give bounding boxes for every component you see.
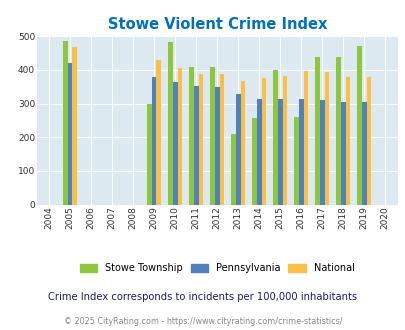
- Bar: [235, 94, 240, 205]
- Bar: [273, 70, 277, 205]
- Legend: Stowe Township, Pennsylvania, National: Stowe Township, Pennsylvania, National: [80, 263, 354, 273]
- Bar: [261, 78, 266, 205]
- Bar: [356, 46, 361, 205]
- Text: Crime Index corresponds to incidents per 100,000 inhabitants: Crime Index corresponds to incidents per…: [48, 292, 357, 302]
- Bar: [324, 72, 328, 205]
- Bar: [177, 68, 182, 205]
- Bar: [303, 71, 307, 205]
- Bar: [361, 102, 366, 205]
- Bar: [294, 117, 298, 205]
- Bar: [345, 77, 350, 205]
- Title: Stowe Violent Crime Index: Stowe Violent Crime Index: [107, 17, 326, 32]
- Bar: [340, 102, 345, 205]
- Bar: [231, 134, 235, 205]
- Bar: [189, 67, 194, 205]
- Bar: [219, 74, 224, 205]
- Bar: [252, 118, 256, 205]
- Bar: [63, 41, 68, 205]
- Bar: [68, 63, 72, 205]
- Bar: [147, 104, 151, 205]
- Bar: [366, 77, 370, 205]
- Bar: [240, 81, 245, 205]
- Bar: [198, 74, 202, 205]
- Bar: [214, 87, 219, 205]
- Bar: [194, 86, 198, 205]
- Bar: [282, 76, 286, 205]
- Bar: [298, 99, 303, 205]
- Bar: [277, 99, 282, 205]
- Bar: [156, 60, 161, 205]
- Bar: [319, 100, 324, 205]
- Bar: [173, 82, 177, 205]
- Bar: [168, 42, 173, 205]
- Bar: [256, 99, 261, 205]
- Bar: [335, 57, 340, 205]
- Text: © 2025 CityRating.com - https://www.cityrating.com/crime-statistics/: © 2025 CityRating.com - https://www.city…: [64, 317, 341, 326]
- Bar: [72, 47, 77, 205]
- Bar: [315, 57, 319, 205]
- Bar: [210, 67, 214, 205]
- Bar: [151, 77, 156, 205]
